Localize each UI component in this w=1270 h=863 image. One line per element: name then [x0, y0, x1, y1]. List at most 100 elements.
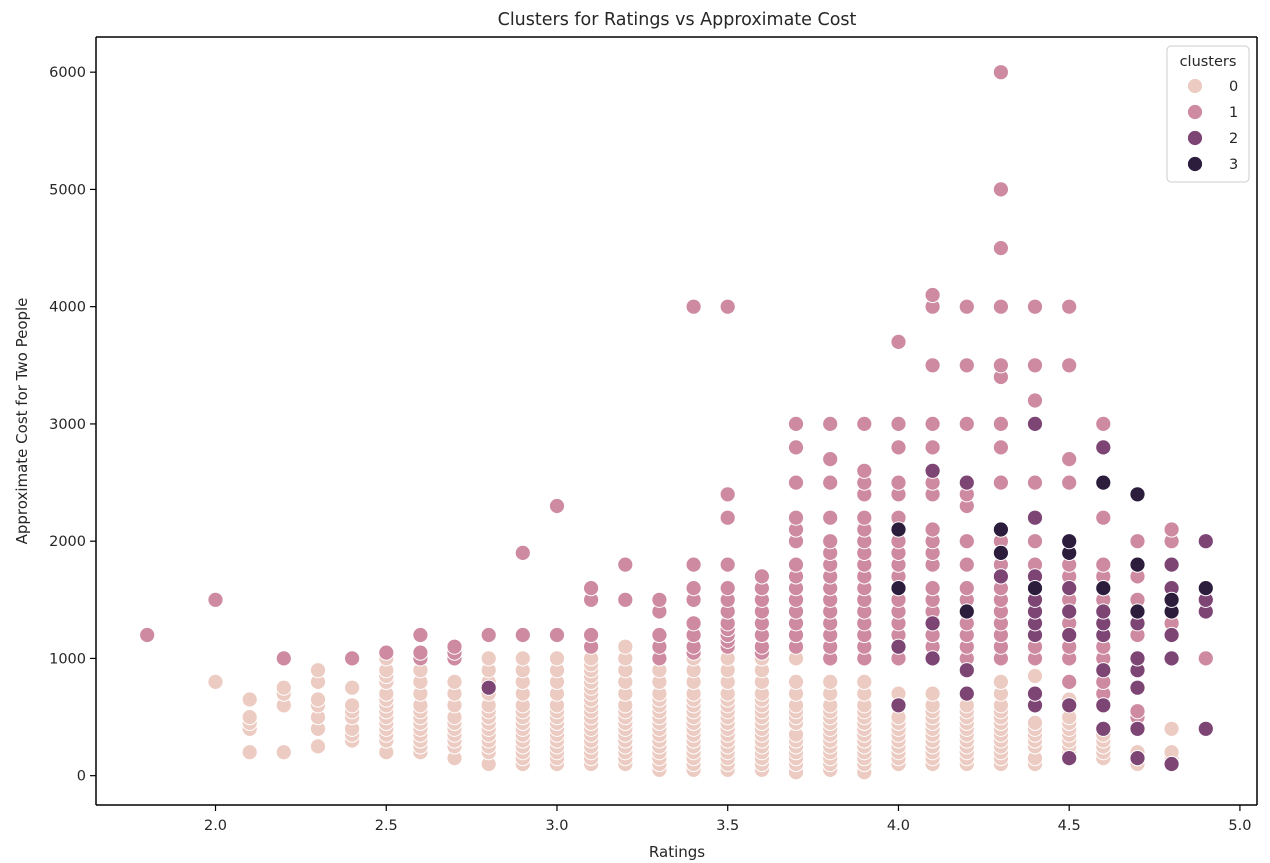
point-cluster-2 [1095, 439, 1112, 456]
point-cluster-2 [1026, 685, 1044, 702]
point-cluster-1 [822, 533, 839, 550]
point-cluster-1 [719, 509, 736, 526]
point-cluster-2 [1095, 697, 1112, 714]
point-cluster-2 [1163, 626, 1180, 644]
point-cluster-1 [890, 474, 907, 491]
point-cluster-1 [412, 626, 429, 644]
point-cluster-0 [617, 638, 634, 655]
point-cluster-0 [446, 673, 463, 691]
point-cluster-0 [1026, 714, 1044, 732]
point-cluster-1 [344, 650, 361, 667]
point-cluster-1 [992, 240, 1010, 257]
legend: clusters 0 1 2 3 [1166, 45, 1250, 183]
point-cluster-1 [1095, 556, 1112, 573]
point-cluster-1 [822, 415, 839, 432]
point-cluster-2 [958, 685, 975, 702]
point-cluster-1 [787, 556, 805, 573]
axes-layer: 2.0 2.5 3.0 3.5 4.0 4.5 5.0 0 1000 2000 3000 4000 50… [49, 36, 1258, 834]
point-cluster-1 [1061, 474, 1078, 491]
point-cluster-2 [1095, 662, 1112, 679]
point-cluster-3 [890, 521, 907, 538]
legend-marker-3 [1186, 155, 1204, 173]
point-cluster-1 [514, 544, 531, 562]
point-cluster-1 [651, 626, 668, 644]
point-cluster-1 [207, 591, 224, 608]
x-tick-label: 2.5 [375, 818, 398, 834]
point-cluster-0 [309, 738, 327, 755]
point-cluster-1 [446, 638, 463, 655]
point-cluster-1 [992, 474, 1010, 491]
point-cluster-0 [514, 650, 531, 667]
point-cluster-0 [275, 744, 292, 761]
point-cluster-0 [548, 650, 566, 667]
point-cluster-2 [924, 462, 941, 479]
point-cluster-3 [1095, 580, 1112, 597]
point-cluster-1 [378, 644, 395, 661]
point-cluster-0 [241, 744, 258, 761]
point-cluster-2 [1129, 650, 1146, 667]
point-cluster-3 [958, 603, 975, 620]
points-layer [139, 64, 1214, 781]
point-cluster-0 [1163, 720, 1180, 737]
point-cluster-1 [1197, 650, 1214, 667]
point-cluster-3 [1163, 591, 1180, 608]
point-cluster-1 [856, 415, 873, 432]
legend-label-1: 1 [1229, 105, 1238, 121]
point-cluster-1 [548, 497, 566, 515]
point-cluster-1 [787, 439, 805, 456]
point-cluster-1 [856, 509, 873, 526]
point-cluster-1 [890, 415, 907, 432]
point-cluster-1 [685, 580, 702, 597]
point-cluster-2 [1163, 556, 1180, 573]
point-cluster-1 [822, 474, 839, 491]
legend-box [1166, 45, 1250, 183]
point-cluster-0 [344, 679, 361, 696]
point-cluster-0 [275, 679, 292, 696]
point-cluster-2 [1197, 720, 1214, 737]
point-cluster-0 [241, 691, 258, 708]
point-cluster-1 [412, 644, 429, 661]
point-cluster-2 [480, 679, 497, 696]
point-cluster-2 [1061, 750, 1078, 767]
legend-marker-0 [1186, 77, 1204, 95]
point-cluster-0 [480, 650, 497, 667]
point-cluster-1 [992, 298, 1010, 315]
point-cluster-1 [958, 533, 975, 550]
point-cluster-2 [890, 697, 907, 714]
point-cluster-1 [480, 626, 497, 644]
point-cluster-2 [1163, 755, 1180, 773]
point-cluster-1 [787, 509, 805, 526]
point-cluster-1 [1026, 533, 1044, 550]
point-cluster-1 [275, 650, 292, 667]
point-cluster-3 [1197, 580, 1214, 597]
point-cluster-3 [1095, 474, 1112, 491]
point-cluster-3 [1026, 580, 1044, 597]
point-cluster-1 [1129, 533, 1146, 550]
point-cluster-1 [1095, 509, 1112, 526]
point-cluster-2 [1129, 679, 1146, 696]
y-tick-label: 3000 [49, 417, 86, 433]
point-cluster-1 [958, 357, 975, 374]
y-tick-label: 1000 [49, 651, 86, 667]
point-cluster-1 [1061, 451, 1078, 468]
point-cluster-1 [548, 626, 566, 644]
point-cluster-1 [1061, 298, 1078, 315]
legend-title: clusters [1180, 54, 1237, 70]
point-cluster-1 [787, 474, 805, 491]
x-tick-label: 2.0 [204, 818, 227, 834]
point-cluster-0 [1026, 667, 1044, 685]
point-cluster-1 [1026, 392, 1044, 409]
x-tick-label: 3.5 [716, 818, 739, 834]
point-cluster-1 [583, 580, 600, 597]
point-cluster-2 [958, 474, 975, 491]
point-cluster-1 [685, 298, 702, 315]
point-cluster-3 [1061, 533, 1078, 550]
point-cluster-1 [1061, 673, 1078, 691]
point-cluster-0 [241, 709, 258, 726]
point-cluster-3 [1129, 603, 1146, 620]
point-cluster-1 [1026, 357, 1044, 374]
point-cluster-2 [1026, 415, 1044, 432]
point-cluster-1 [1095, 415, 1112, 432]
